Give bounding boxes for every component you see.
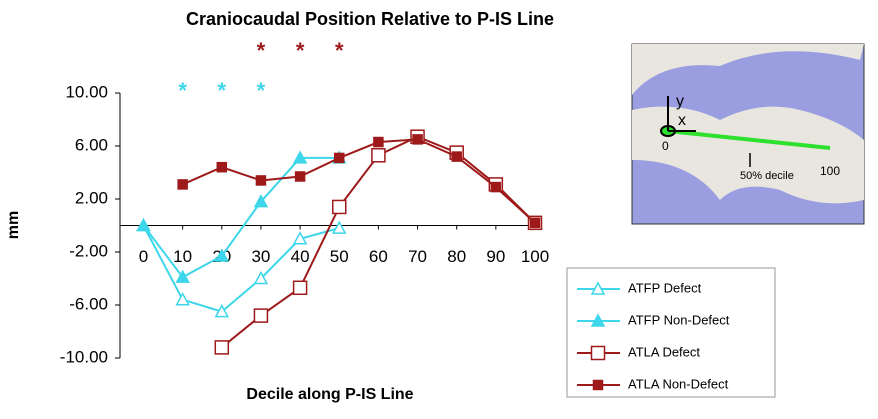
inset-label: 100: [820, 164, 840, 178]
inset-label: x: [678, 112, 686, 129]
x-tick-label: 40: [291, 247, 310, 266]
significance-marker: *: [296, 38, 305, 63]
y-tick-label: 6.00: [75, 135, 108, 154]
y-tick-label: 10.00: [65, 82, 108, 101]
x-tick-label: 60: [369, 247, 388, 266]
data-point: [374, 138, 383, 147]
y-tick-label: 2.00: [75, 188, 108, 207]
data-point: [491, 183, 500, 192]
y-tick-label: -2.00: [69, 241, 108, 260]
inset-label: 50% decile: [740, 170, 794, 182]
y-tick-label: -10.00: [60, 347, 108, 366]
inset-label: y: [676, 93, 684, 110]
inset-image: [632, 44, 864, 224]
legend-label: ATLA Non-Defect: [628, 376, 729, 391]
data-point: [177, 294, 189, 305]
x-tick-label: 50: [330, 247, 349, 266]
page: {"chart_data": {"type": "line", "title":…: [0, 0, 878, 419]
x-tick-label: 30: [251, 247, 270, 266]
data-point: [335, 153, 344, 162]
x-tick-label: 70: [408, 247, 427, 266]
data-point: [452, 152, 461, 161]
significance-marker: *: [335, 38, 344, 63]
significance-marker: *: [257, 38, 266, 63]
data-point: [294, 281, 307, 294]
legend-marker: [592, 347, 605, 360]
significance-marker: *: [178, 78, 187, 103]
x-tick-label: 0: [139, 247, 148, 266]
data-point: [254, 309, 267, 322]
data-point: [531, 218, 540, 227]
data-point: [217, 163, 226, 172]
series-line: [222, 137, 535, 348]
legend-label: ATFP Non-Defect: [628, 312, 730, 327]
data-point: [372, 149, 385, 162]
data-point: [413, 135, 422, 144]
x-tick-label: 90: [486, 247, 505, 266]
legend-label: ATFP Defect: [628, 280, 702, 295]
x-tick-label: 100: [521, 247, 549, 266]
x-axis-label: Decile along P-IS Line: [246, 386, 413, 403]
y-axis-label: mm: [5, 211, 22, 239]
legend-marker: [594, 381, 603, 390]
x-tick-label: 10: [173, 247, 192, 266]
data-point: [215, 341, 228, 354]
chart-title: Craniocaudal Position Relative to P-IS L…: [186, 9, 554, 29]
data-point: [333, 222, 345, 233]
significance-marker: *: [218, 78, 227, 103]
x-tick-label: 80: [447, 247, 466, 266]
legend-label: ATLA Defect: [628, 344, 700, 359]
data-point: [296, 172, 305, 181]
chart: Craniocaudal Position Relative to P-IS L…: [0, 0, 878, 414]
data-point: [333, 200, 346, 213]
inset-label: 0: [662, 139, 669, 153]
data-point: [178, 180, 187, 189]
data-point: [256, 176, 265, 185]
y-tick-label: -6.00: [69, 294, 108, 313]
significance-marker: *: [257, 78, 266, 103]
